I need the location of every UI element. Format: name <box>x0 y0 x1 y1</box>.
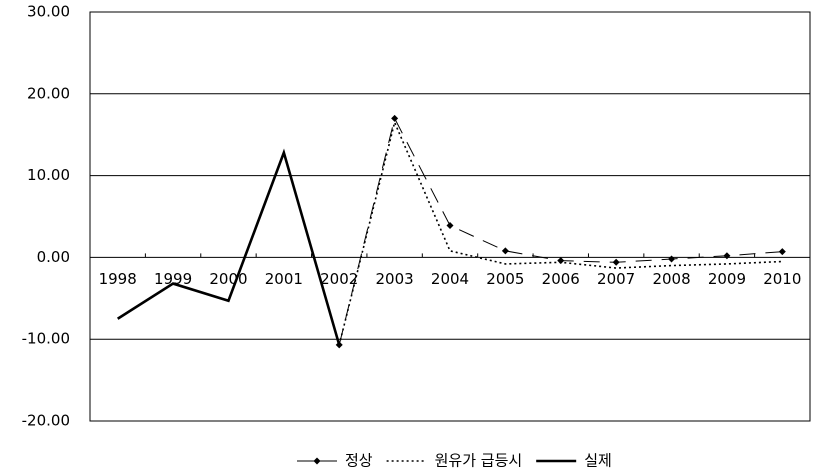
series-line <box>116 148 341 346</box>
x-tick-label: 2009 <box>708 270 746 288</box>
point-marker <box>612 258 620 266</box>
series-line <box>338 119 783 346</box>
point-marker <box>391 114 399 122</box>
point-marker <box>501 247 509 255</box>
y-tick-label: -10.00 <box>22 330 70 348</box>
x-tick-label: 2004 <box>431 270 469 288</box>
legend-label: 실제 <box>584 452 612 470</box>
point-marker <box>557 257 565 265</box>
x-tick-label: 2003 <box>376 270 414 288</box>
x-tick-label: 2008 <box>652 270 690 288</box>
point-marker <box>668 255 676 263</box>
x-tick-label: 2007 <box>597 270 635 288</box>
x-tick-label: 2002 <box>320 270 358 288</box>
x-tick-label: 2010 <box>763 270 801 288</box>
point-marker <box>778 248 786 256</box>
y-tick-label: 0.00 <box>37 248 70 266</box>
legend-marker <box>313 457 321 465</box>
x-tick-label: 2006 <box>542 270 580 288</box>
x-tick-label: 2005 <box>486 270 524 288</box>
x-tick-label: 1999 <box>154 270 192 288</box>
legend-label: 정상 <box>345 452 373 470</box>
y-tick-label: -20.00 <box>22 412 70 430</box>
x-tick-label: 1998 <box>99 270 137 288</box>
point-marker <box>446 221 454 229</box>
point-marker <box>723 252 731 260</box>
y-tick-label: 20.00 <box>27 84 70 102</box>
y-tick-label: 10.00 <box>27 166 70 184</box>
series-line <box>338 116 783 346</box>
plot-frame <box>89 11 811 422</box>
y-tick-label: 30.00 <box>27 3 70 21</box>
legend-label: 원유가 급등시 <box>435 452 523 470</box>
x-tick-label: 2001 <box>265 270 303 288</box>
x-tick-label: 2000 <box>209 270 247 288</box>
